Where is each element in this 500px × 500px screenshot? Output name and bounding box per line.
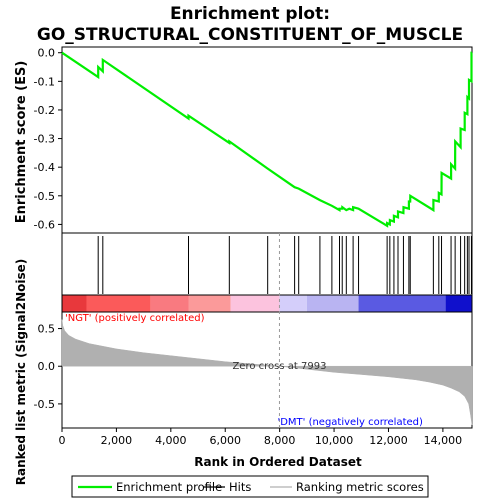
color-bar-segment — [231, 295, 280, 312]
es-y-tick-label: -0.4 — [34, 161, 55, 174]
color-bar-segment — [150, 295, 188, 312]
color-bar-segment — [446, 295, 472, 312]
x-tick-label: 14,000 — [424, 434, 463, 447]
color-bar-segment — [86, 295, 150, 312]
metric-y-tick-label: 0.5 — [38, 323, 56, 336]
legend-label: Hits — [229, 480, 251, 494]
chart-subtitle: GO_STRUCTURAL_CONSTITUENT_OF_MUSCLE — [37, 25, 463, 45]
x-tick-label: 0 — [59, 434, 66, 447]
x-axis-label: Rank in Ordered Dataset — [194, 455, 362, 469]
color-bar-segment — [279, 295, 306, 312]
color-bar-segment — [62, 295, 86, 312]
metric-y-tick-label: 0.0 — [38, 360, 56, 373]
x-tick-label: 6,000 — [209, 434, 241, 447]
x-tick-label: 2,000 — [101, 434, 133, 447]
legend: Enrichment profile Hits Ranking metric sco… — [72, 476, 428, 497]
color-bar-segment — [359, 295, 446, 312]
x-tick-label: 10,000 — [315, 434, 354, 447]
negative-correlation-label: 'DMT' (negatively correlated) — [277, 417, 423, 428]
zero-cross-label: Zero cross at 7993 — [232, 361, 326, 372]
es-y-tick-label: -0.5 — [34, 190, 55, 203]
color-bar-segment — [307, 295, 359, 312]
x-tick-label: 4,000 — [155, 434, 187, 447]
color-bar-segment — [189, 295, 231, 312]
hits-panel — [62, 233, 472, 295]
chart-title: Enrichment plot: — [170, 4, 330, 24]
positive-correlation-label: 'NGT' (positively correlated) — [65, 313, 205, 324]
es-y-tick-label: -0.2 — [34, 104, 55, 117]
legend-label: Ranking metric scores — [296, 480, 424, 494]
bottom-y-axis-label: Ranked list metric (Signal2Noise) — [14, 259, 28, 486]
es-y-tick-label: -0.3 — [34, 133, 55, 146]
top-y-axis-label: Enrichment score (ES) — [14, 61, 29, 224]
es-y-tick-label: 0.0 — [38, 47, 56, 60]
x-tick-label: 12,000 — [369, 434, 408, 447]
metric-y-tick-label: -0.5 — [34, 398, 55, 411]
es-y-tick-label: -0.1 — [34, 75, 55, 88]
es-panel: 0.0 -0.1 -0.2 -0.3 -0.4 -0.5 -0.6 — [34, 47, 472, 233]
rank-color-bar — [62, 295, 472, 312]
es-y-tick-label: -0.6 — [34, 218, 55, 231]
x-tick-label: 8,000 — [264, 434, 296, 447]
